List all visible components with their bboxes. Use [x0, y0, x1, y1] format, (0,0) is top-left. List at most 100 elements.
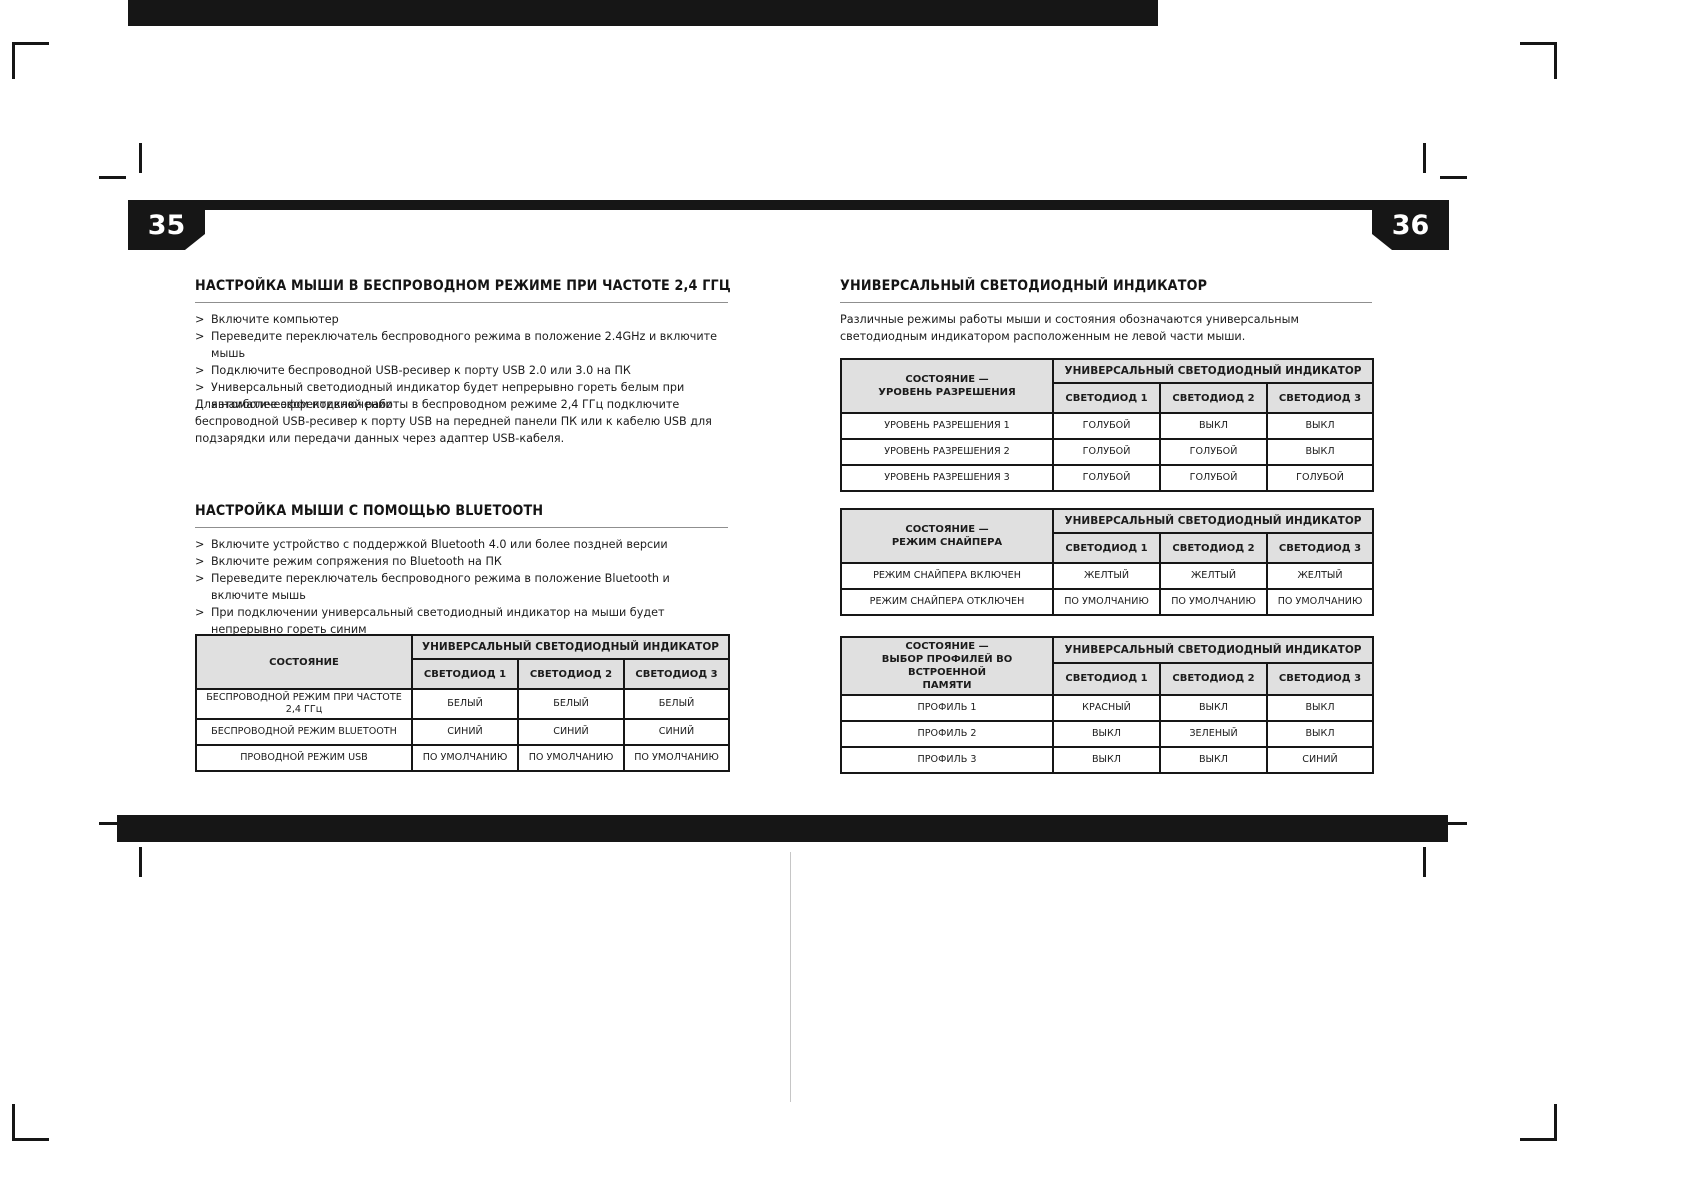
led-cell: ВЫКЛ: [1265, 438, 1375, 466]
table-header-row: СОСТОЯНИЕ — УРОВЕНЬ РАЗРЕШЕНИЯ УНИВЕРСАЛЬ…: [840, 358, 1375, 414]
bullet-item: > Универсальный светодиодный индикатор бу…: [195, 379, 728, 413]
led-cell: ВЫКЛ: [1159, 746, 1268, 774]
table-row: ПРОФИЛЬ 2 ВЫКЛ ЗЕЛЕНЫЙ ВЫКЛ: [840, 720, 1375, 748]
section-title-universal-led: УНИВЕРСАЛЬНЫЙ СВЕТОДИОДНЫЙ ИНДИКАТОР: [840, 278, 1208, 294]
right-page: УНИВЕРСАЛЬНЫЙ СВЕТОДИОДНЫЙ ИНДИКАТОР Раз…: [840, 0, 1375, 800]
led-cell: ПО УМОЛЧАНИЮ: [1265, 588, 1375, 616]
center-fold-line: [790, 852, 791, 1102]
led-cell: ГОЛУБОЙ: [1052, 412, 1161, 440]
indicator-span-header-cell: УНИВЕРСАЛЬНЫЙ СВЕТОДИОДНЫЙ ИНДИКАТОР: [410, 634, 731, 660]
section-rule: [195, 527, 728, 528]
state-cell: УРОВЕНЬ РАЗРЕШЕНИЯ 3: [840, 464, 1054, 492]
page-number-left: 35: [147, 210, 186, 241]
table-row: УРОВЕНЬ РАЗРЕШЕНИЯ 2 ГОЛУБОЙ ГОЛУБОЙ ВЫКЛ: [840, 438, 1375, 466]
led-cell: ВЫКЛ: [1265, 694, 1375, 722]
led-cell: ЖЕЛТЫЙ: [1052, 562, 1161, 590]
led-header-cell: СВЕТОДИОД 3: [622, 658, 731, 690]
bullet-marker: >: [195, 572, 205, 585]
led-cell: ВЫКЛ: [1159, 694, 1268, 722]
bullet-text: Включите устройство с поддержкой Bluetoo…: [211, 538, 668, 551]
led-table-sniper-mode: СОСТОЯНИЕ — РЕЖИМ СНАЙПЕРА УНИВЕРСАЛЬНЫЙ …: [840, 508, 1375, 616]
led-header-cell: СВЕТОДИОД 1: [1052, 661, 1161, 697]
bullet-marker: >: [195, 538, 205, 551]
top-edge-bar: [128, 0, 1158, 26]
table-subheader-row: СВЕТОДИОД 1 СВЕТОДИОД 2 СВЕТОДИОД 3: [841, 532, 1375, 564]
crop-mark-top-right: [1520, 42, 1557, 79]
bullet-list-bluetooth: > Включите устройство с поддержкой Blueto…: [195, 536, 728, 638]
led-cell: ВЫКЛ: [1265, 720, 1375, 748]
bullet-item: > Включите устройство с поддержкой Blueto…: [195, 536, 728, 553]
crop-tick-top-left-vertical: [139, 143, 142, 173]
bullet-item: > Включите компьютер: [195, 311, 728, 328]
led-cell: СИНИЙ: [517, 718, 625, 746]
table-row: УРОВЕНЬ РАЗРЕШЕНИЯ 1 ГОЛУБОЙ ВЫКЛ ВЫКЛ: [840, 412, 1375, 440]
page-tab-35: 35: [128, 208, 205, 250]
led-cell: ЖЕЛТЫЙ: [1265, 562, 1375, 590]
table-row: ПРОФИЛЬ 1 КРАСНЫЙ ВЫКЛ ВЫКЛ: [840, 694, 1375, 722]
table-subheader-row: СВЕТОДИОД 1 СВЕТОДИОД 2 СВЕТОДИОД 3: [841, 661, 1375, 697]
state-header-cell: СОСТОЯНИЕ — РЕЖИМ СНАЙПЕРА: [840, 508, 1054, 564]
led-cell: ВЫКЛ: [1265, 412, 1375, 440]
state-cell: УРОВЕНЬ РАЗРЕШЕНИЯ 2: [840, 438, 1054, 466]
crop-tick-bottom-left-vertical: [139, 847, 142, 877]
table-row: УРОВЕНЬ РАЗРЕШЕНИЯ 3 ГОЛУБОЙ ГОЛУБОЙ ГОЛУБО…: [840, 464, 1375, 492]
state-cell: ПРОВОДНОЙ РЕЖИМ USB: [195, 744, 413, 772]
led-cell: ПО УМОЛЧАНИЮ: [622, 744, 731, 772]
led-cell: ГОЛУБОЙ: [1265, 464, 1375, 492]
state-cell: УРОВЕНЬ РАЗРЕШЕНИЯ 1: [840, 412, 1054, 440]
table-subheader-row: СВЕТОДИОД 1 СВЕТОДИОД 2 СВЕТОДИОД 3: [841, 382, 1375, 414]
table-subheader-row: СВЕТОДИОД 1 СВЕТОДИОД 2 СВЕТОДИОД 3: [196, 658, 731, 690]
led-header-cell: СВЕТОДИОД 2: [1159, 661, 1268, 697]
bullet-item: > При подключении универсальный светодиод…: [195, 604, 728, 638]
state-cell: ПРОФИЛЬ 2: [840, 720, 1054, 748]
table-row: ПРОВОДНОЙ РЕЖИМ USB ПО УМОЛЧАНИЮ ПО УМОЛЧА…: [195, 744, 731, 772]
led-cell: ВЫКЛ: [1052, 746, 1161, 774]
led-header-cell: СВЕТОДИОД 3: [1265, 532, 1375, 564]
led-header-cell: СВЕТОДИОД 3: [1265, 661, 1375, 697]
crop-tick-bottom-right-vertical: [1423, 847, 1426, 877]
crop-tick-top-right-horizontal: [1440, 176, 1467, 179]
bullet-item: > Подключите беспроводной USB-ресивер к п…: [195, 362, 728, 379]
paragraph-wireless-note: Для наиболее эффективной работы в беспро…: [195, 398, 712, 445]
bullet-text: Универсальный светодиодный индикатор буд…: [211, 381, 685, 411]
led-table-resolution-level: СОСТОЯНИЕ — УРОВЕНЬ РАЗРЕШЕНИЯ УНИВЕРСАЛЬ…: [840, 358, 1375, 492]
led-cell: КРАСНЫЙ: [1052, 694, 1161, 722]
table-row: РЕЖИМ СНАЙПЕРА ОТКЛЮЧЕН ПО УМОЛЧАНИЮ ПО УМ…: [840, 588, 1375, 616]
led-cell: БЕЛЫЙ: [411, 688, 519, 720]
left-page: НАСТРОЙКА МЫШИ В БЕСПРОВОДНОМ РЕЖИМЕ ПРИ…: [195, 0, 731, 800]
state-header-cell: СОСТОЯНИЕ — УРОВЕНЬ РАЗРЕШЕНИЯ: [840, 358, 1054, 414]
bullet-item: > Переведите переключатель беспроводного …: [195, 570, 728, 604]
crop-tick-bottom-left-horizontal: [99, 822, 126, 825]
led-table-connection-modes: СОСТОЯНИЕ УНИВЕРСАЛЬНЫЙ СВЕТОДИОДНЫЙ ИНДИ…: [195, 634, 731, 772]
bullet-text: Включите режим сопряжения по Bluetooth н…: [211, 555, 502, 568]
led-cell: БЕЛЫЙ: [517, 688, 625, 720]
state-cell: БЕСПРОВОДНОЙ РЕЖИМ ПРИ ЧАСТОТЕ 2,4 ГГц: [195, 688, 413, 720]
led-header-cell: СВЕТОДИОД 1: [1052, 532, 1161, 564]
state-header-cell: СОСТОЯНИЕ — ВЫБОР ПРОФИЛЕЙ ВО ВСТРОЕННОЙ…: [840, 636, 1054, 696]
bullet-marker: >: [195, 330, 205, 343]
crop-mark-bottom-left: [12, 1104, 49, 1141]
crop-tick-bottom-right-horizontal: [1440, 822, 1467, 825]
state-cell: РЕЖИМ СНАЙПЕРА ОТКЛЮЧЕН: [840, 588, 1054, 616]
led-cell: ЗЕЛЕНЫЙ: [1159, 720, 1268, 748]
led-cell: ЖЕЛТЫЙ: [1159, 562, 1268, 590]
state-cell: БЕСПРОВОДНОЙ РЕЖИМ BLUETOOTH: [195, 718, 413, 746]
page-tab-36: 36: [1372, 208, 1449, 250]
led-header-cell: СВЕТОДИОД 3: [1265, 382, 1375, 414]
section-rule: [195, 302, 728, 303]
page-number-right: 36: [1391, 210, 1430, 241]
header-band: [128, 200, 1449, 210]
led-cell: ГОЛУБОЙ: [1052, 464, 1161, 492]
section-rule: [840, 302, 1372, 303]
table-header-row: СОСТОЯНИЕ — ВЫБОР ПРОФИЛЕЙ ВО ВСТРОЕННОЙ…: [840, 636, 1375, 696]
bullet-marker: >: [195, 606, 205, 619]
table-header-row: СОСТОЯНИЕ УНИВЕРСАЛЬНЫЙ СВЕТОДИОДНЫЙ ИНДИ…: [195, 634, 731, 690]
crop-mark-bottom-right: [1520, 1104, 1557, 1141]
bullet-text: Подключите беспроводной USB-ресивер к по…: [211, 364, 631, 377]
bullet-item: > Включите режим сопряжения по Bluetooth …: [195, 553, 728, 570]
led-header-cell: СВЕТОДИОД 2: [1159, 532, 1268, 564]
bullet-marker: >: [195, 381, 205, 394]
indicator-span-header-cell: УНИВЕРСАЛЬНЫЙ СВЕТОДИОДНЫЙ ИНДИКАТОР: [1051, 636, 1375, 664]
led-cell: СИНИЙ: [622, 718, 731, 746]
